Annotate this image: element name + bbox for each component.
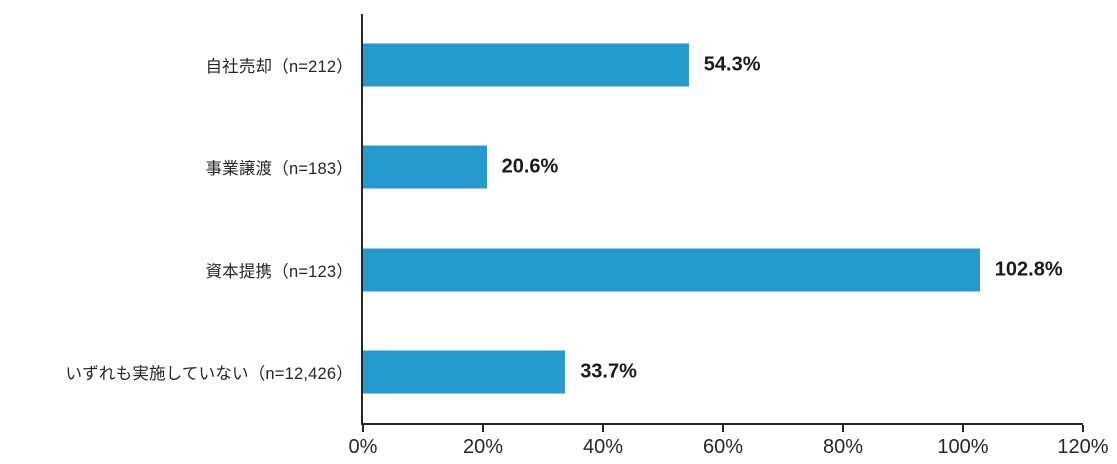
bar (363, 43, 689, 87)
category-label: 事業譲渡（n=183） (205, 160, 353, 179)
category-label: いずれも実施していない（n=12,426） (65, 364, 353, 383)
x-axis-tick (842, 425, 844, 432)
x-axis-tick (362, 425, 364, 432)
x-axis-tick-label: 120% (1057, 436, 1109, 458)
x-axis-tick (962, 425, 964, 432)
value-label: 33.7% (580, 360, 637, 383)
bar-row: 事業譲渡（n=183） 20.6% (205, 116, 1083, 218)
value-label: 20.6% (501, 155, 559, 178)
x-axis-tick-label: 0% (348, 436, 378, 458)
x-axis-tick-label: 60% (702, 436, 744, 458)
y-axis-line (361, 14, 363, 423)
bar-row: 自社売却（n=212） 54.3% (205, 14, 1083, 116)
x-axis-tick (722, 425, 724, 432)
bar-row: 資本提携（n=123） 102.8% (205, 219, 1083, 321)
x-axis-tick-label: 40% (582, 436, 624, 458)
x-axis-tick-label: 100% (937, 436, 989, 458)
bar-row: いずれも実施していない（n=12,426） 33.7% (66, 321, 1083, 423)
category-label: 資本提携（n=123） (205, 262, 353, 281)
x-axis-tick-label: 80% (822, 436, 864, 458)
x-axis-line (361, 423, 1083, 425)
bar (363, 248, 980, 292)
value-label: 102.8% (994, 258, 1063, 281)
value-label: 54.3% (703, 53, 761, 76)
category-label: 自社売却（n=212） (205, 58, 353, 77)
bar (363, 145, 487, 189)
x-axis-tick-label: 20% (462, 436, 504, 458)
plot-area: 自社売却（n=212） 54.3% 事業譲渡（n=183） 20.6% 資本提携（n=1… (66, 14, 1109, 458)
bar (363, 350, 566, 394)
x-axis-tick (482, 425, 484, 432)
x-axis-tick (1082, 425, 1084, 432)
x-axis-tick (602, 425, 604, 432)
